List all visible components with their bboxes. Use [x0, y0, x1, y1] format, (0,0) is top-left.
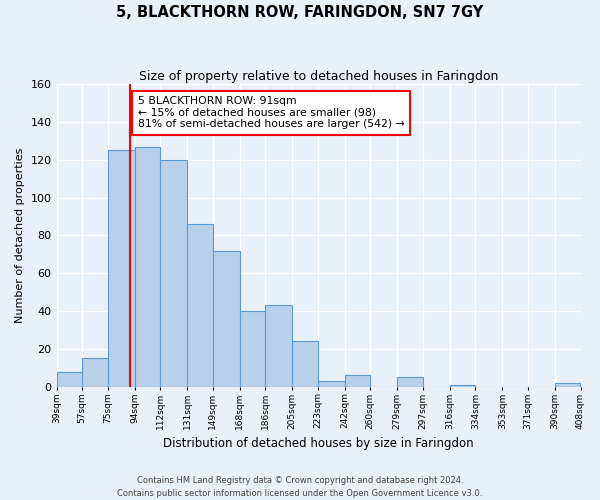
Text: 5, BLACKTHORN ROW, FARINGDON, SN7 7GY: 5, BLACKTHORN ROW, FARINGDON, SN7 7GY [116, 5, 484, 20]
Bar [265, 306, 292, 386]
Bar [107, 150, 134, 386]
Bar [345, 376, 370, 386]
Bar [450, 385, 475, 386]
Title: Size of property relative to detached houses in Faringdon: Size of property relative to detached ho… [139, 70, 498, 83]
Bar [187, 224, 213, 386]
Bar [397, 378, 423, 386]
Bar [555, 383, 580, 386]
Bar [82, 358, 107, 386]
Bar [318, 381, 345, 386]
Bar [160, 160, 187, 386]
Y-axis label: Number of detached properties: Number of detached properties [15, 148, 25, 323]
Bar [213, 250, 240, 386]
Bar [56, 372, 82, 386]
Text: 5 BLACKTHORN ROW: 91sqm
← 15% of detached houses are smaller (98)
81% of semi-de: 5 BLACKTHORN ROW: 91sqm ← 15% of detache… [138, 96, 404, 130]
Bar [134, 146, 160, 386]
Bar [292, 342, 318, 386]
Bar [240, 311, 265, 386]
X-axis label: Distribution of detached houses by size in Faringdon: Distribution of detached houses by size … [163, 437, 474, 450]
Text: Contains HM Land Registry data © Crown copyright and database right 2024.
Contai: Contains HM Land Registry data © Crown c… [118, 476, 482, 498]
